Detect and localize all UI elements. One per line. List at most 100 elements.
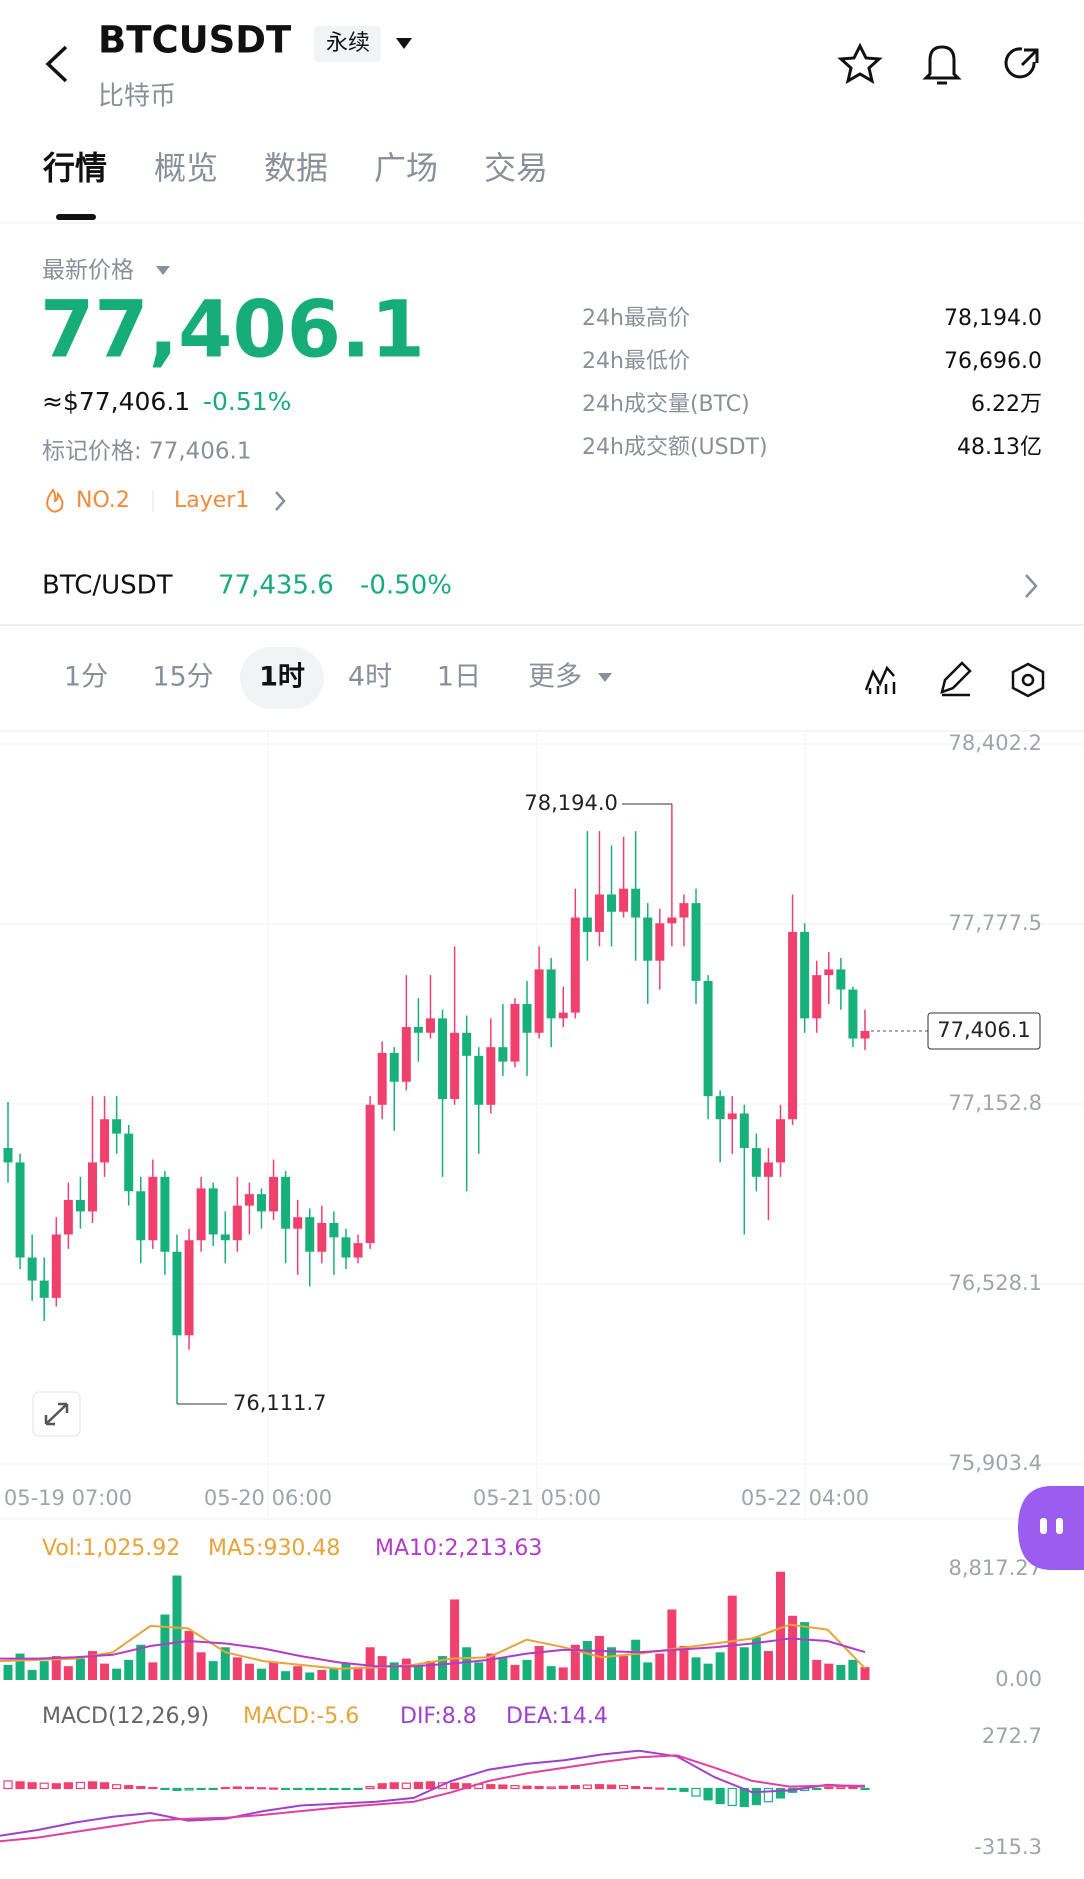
tab[interactable]: 概览	[154, 149, 218, 187]
macd-bar	[293, 1787, 303, 1791]
volume-bar	[619, 1656, 629, 1680]
vol-legend: MA5:930.48	[208, 1536, 340, 1561]
macd-legend: MACD:-5.6	[243, 1704, 359, 1729]
candle-body	[763, 1162, 773, 1177]
candle-body	[317, 1222, 327, 1252]
rank[interactable]: NO.2	[76, 488, 130, 513]
tag[interactable]: Layer1	[174, 488, 249, 513]
macd-legend: DEA:14.4	[506, 1704, 608, 1729]
macd-bar	[558, 1785, 568, 1790]
volume-bar	[51, 1656, 61, 1680]
volume-bar	[558, 1667, 568, 1680]
candle-body	[776, 1119, 786, 1163]
draw-icon[interactable]	[940, 661, 972, 697]
volume-bar	[450, 1599, 460, 1680]
macd-bar	[124, 1785, 134, 1790]
candle-body	[848, 989, 858, 1039]
candle-body	[87, 1162, 97, 1212]
indicator-line	[0, 1637, 866, 1668]
candle-body	[474, 1055, 484, 1105]
dropdown[interactable]	[396, 38, 412, 49]
x-tick-label: 05-19 07:00	[4, 1486, 132, 1510]
volume-bar	[148, 1662, 158, 1680]
candle-body	[160, 1176, 170, 1252]
expand-icon	[44, 1402, 69, 1426]
tab[interactable]: 广场	[374, 149, 438, 187]
macd-bar	[99, 1782, 110, 1790]
candle-body	[703, 980, 713, 1097]
interval[interactable]: 1分	[64, 662, 108, 693]
chevron[interactable]	[1025, 574, 1038, 598]
candle-body	[800, 931, 810, 1019]
settings-icon[interactable]	[1011, 662, 1045, 698]
interval[interactable]: 更多	[528, 662, 582, 693]
macd-bar	[341, 1787, 351, 1791]
settings-icon-dot	[1021, 673, 1035, 687]
candle-body	[727, 1113, 737, 1120]
candle-body	[860, 1031, 870, 1039]
candle-body	[739, 1113, 749, 1149]
macd-bar	[377, 1783, 387, 1790]
stat-value: 78,194.0	[944, 306, 1042, 331]
candle-body	[619, 888, 629, 912]
favorite[interactable]	[837, 42, 883, 85]
macd-bar	[775, 1787, 786, 1799]
volume-bar	[655, 1653, 665, 1680]
macd-bar	[51, 1783, 61, 1790]
candle-body	[715, 1096, 725, 1120]
candle-body	[15, 1162, 25, 1258]
volume-bar	[425, 1661, 435, 1680]
interval[interactable]: 1日	[437, 662, 481, 693]
macd-bar	[148, 1786, 158, 1790]
interval[interactable]: 15分	[152, 662, 213, 693]
volume-bar	[244, 1663, 254, 1680]
macd-bar	[317, 1787, 327, 1791]
back-button[interactable]	[45, 45, 68, 83]
volume-bar	[643, 1662, 653, 1680]
macd-bar	[256, 1787, 267, 1790]
indicator-icon[interactable]	[864, 665, 896, 694]
volume-bar	[112, 1668, 122, 1680]
candle-body	[148, 1176, 158, 1241]
candle-body	[172, 1251, 182, 1336]
assistant-button[interactable]	[1018, 1486, 1084, 1570]
macd-bar	[643, 1786, 653, 1790]
volume-bar	[570, 1644, 580, 1680]
alert[interactable]	[922, 45, 962, 85]
interval[interactable]: 1时	[259, 662, 305, 693]
volume-bar	[329, 1668, 339, 1680]
candle-body	[812, 975, 822, 1019]
contract-badge[interactable]	[314, 26, 381, 62]
volume-bar	[691, 1657, 701, 1680]
candle-body	[112, 1119, 122, 1134]
stat-label: 24h成交量(BTC)	[582, 392, 750, 417]
dropdown[interactable]	[598, 673, 612, 682]
interval[interactable]: 4时	[348, 662, 392, 693]
candle-body	[751, 1148, 761, 1177]
candle-body	[365, 1104, 375, 1244]
macd-bar	[281, 1787, 291, 1791]
share[interactable]	[1004, 47, 1039, 79]
macd-bar	[715, 1787, 725, 1805]
volume-bar	[160, 1614, 170, 1680]
assistant-eye	[1056, 1518, 1063, 1534]
volume-bar	[546, 1666, 556, 1680]
tab[interactable]: 行情	[43, 149, 107, 187]
macd-bar	[522, 1785, 532, 1790]
candle-body	[293, 1217, 303, 1229]
volume-bar	[438, 1656, 448, 1680]
tab[interactable]: 数据	[264, 149, 328, 187]
candle-body	[558, 1012, 568, 1019]
volume-bar	[607, 1647, 617, 1680]
candle-body	[3, 1148, 13, 1163]
candle-body	[836, 969, 846, 990]
volume-bar	[788, 1615, 798, 1680]
macd-bar	[570, 1785, 580, 1790]
dropdown[interactable]	[156, 266, 170, 275]
candle-body	[607, 894, 617, 912]
candle-body	[425, 1018, 435, 1033]
tab[interactable]: 交易	[484, 149, 548, 187]
candle-body	[582, 917, 592, 932]
candle-body	[27, 1257, 37, 1281]
macd-bar	[546, 1786, 556, 1790]
